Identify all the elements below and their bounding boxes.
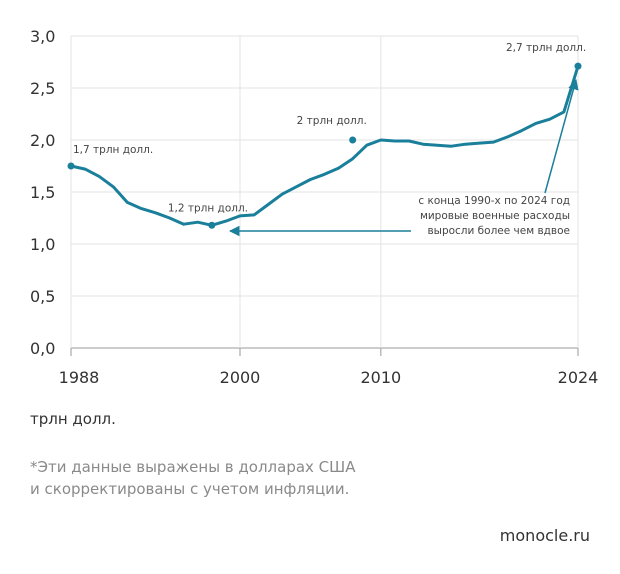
y-tick-label: 1,0 — [30, 235, 55, 254]
unit-label: трлн долл. — [30, 410, 116, 428]
data-label: 2,7 трлн долл. — [506, 42, 586, 54]
x-tick-label: 2000 — [220, 368, 261, 387]
y-tick-label: 1,5 — [30, 183, 55, 202]
footnote: *Эти данные выражены в долларах США и ск… — [30, 457, 355, 501]
data-point-marker — [67, 162, 75, 170]
callout-text: мировые военные расходы — [420, 210, 570, 222]
y-tick-label: 2,0 — [30, 131, 55, 150]
data-line — [69, 64, 580, 227]
y-tick-label: 3,0 — [30, 27, 55, 46]
footnote-line-2: и скорректированы с учетом инфляции. — [30, 479, 350, 498]
data-point-marker — [208, 221, 216, 229]
source-label: monocle.ru — [499, 526, 590, 545]
callout-text: с конца 1990-х по 2024 год — [418, 195, 570, 207]
x-tick-label: 2024 — [558, 368, 599, 387]
data-point-marker — [349, 136, 357, 144]
data-label: 2 трлн долл. — [297, 115, 367, 127]
line-chart: 3,0 2,5 2,0 1,5 1,0 0,5 0,0 1988 2000 2010 2024 1,7… — [30, 27, 599, 387]
x-tick-label: 2010 — [360, 368, 401, 387]
y-tick-label: 0,5 — [30, 287, 55, 306]
callout-arrow-up — [544, 78, 579, 194]
y-tick-label: 0,0 — [30, 339, 55, 358]
x-tick-label: 1988 — [59, 368, 100, 387]
data-label: 1,2 трлн долл. — [168, 202, 248, 214]
callout-text: выросли более чем вдвое — [427, 225, 570, 237]
data-label: 1,7 трлн долл. — [73, 144, 153, 156]
footnote-line-1: *Эти данные выражены в долларах США — [30, 458, 356, 476]
data-point-marker — [574, 62, 582, 70]
y-tick-label: 2,5 — [30, 79, 55, 98]
